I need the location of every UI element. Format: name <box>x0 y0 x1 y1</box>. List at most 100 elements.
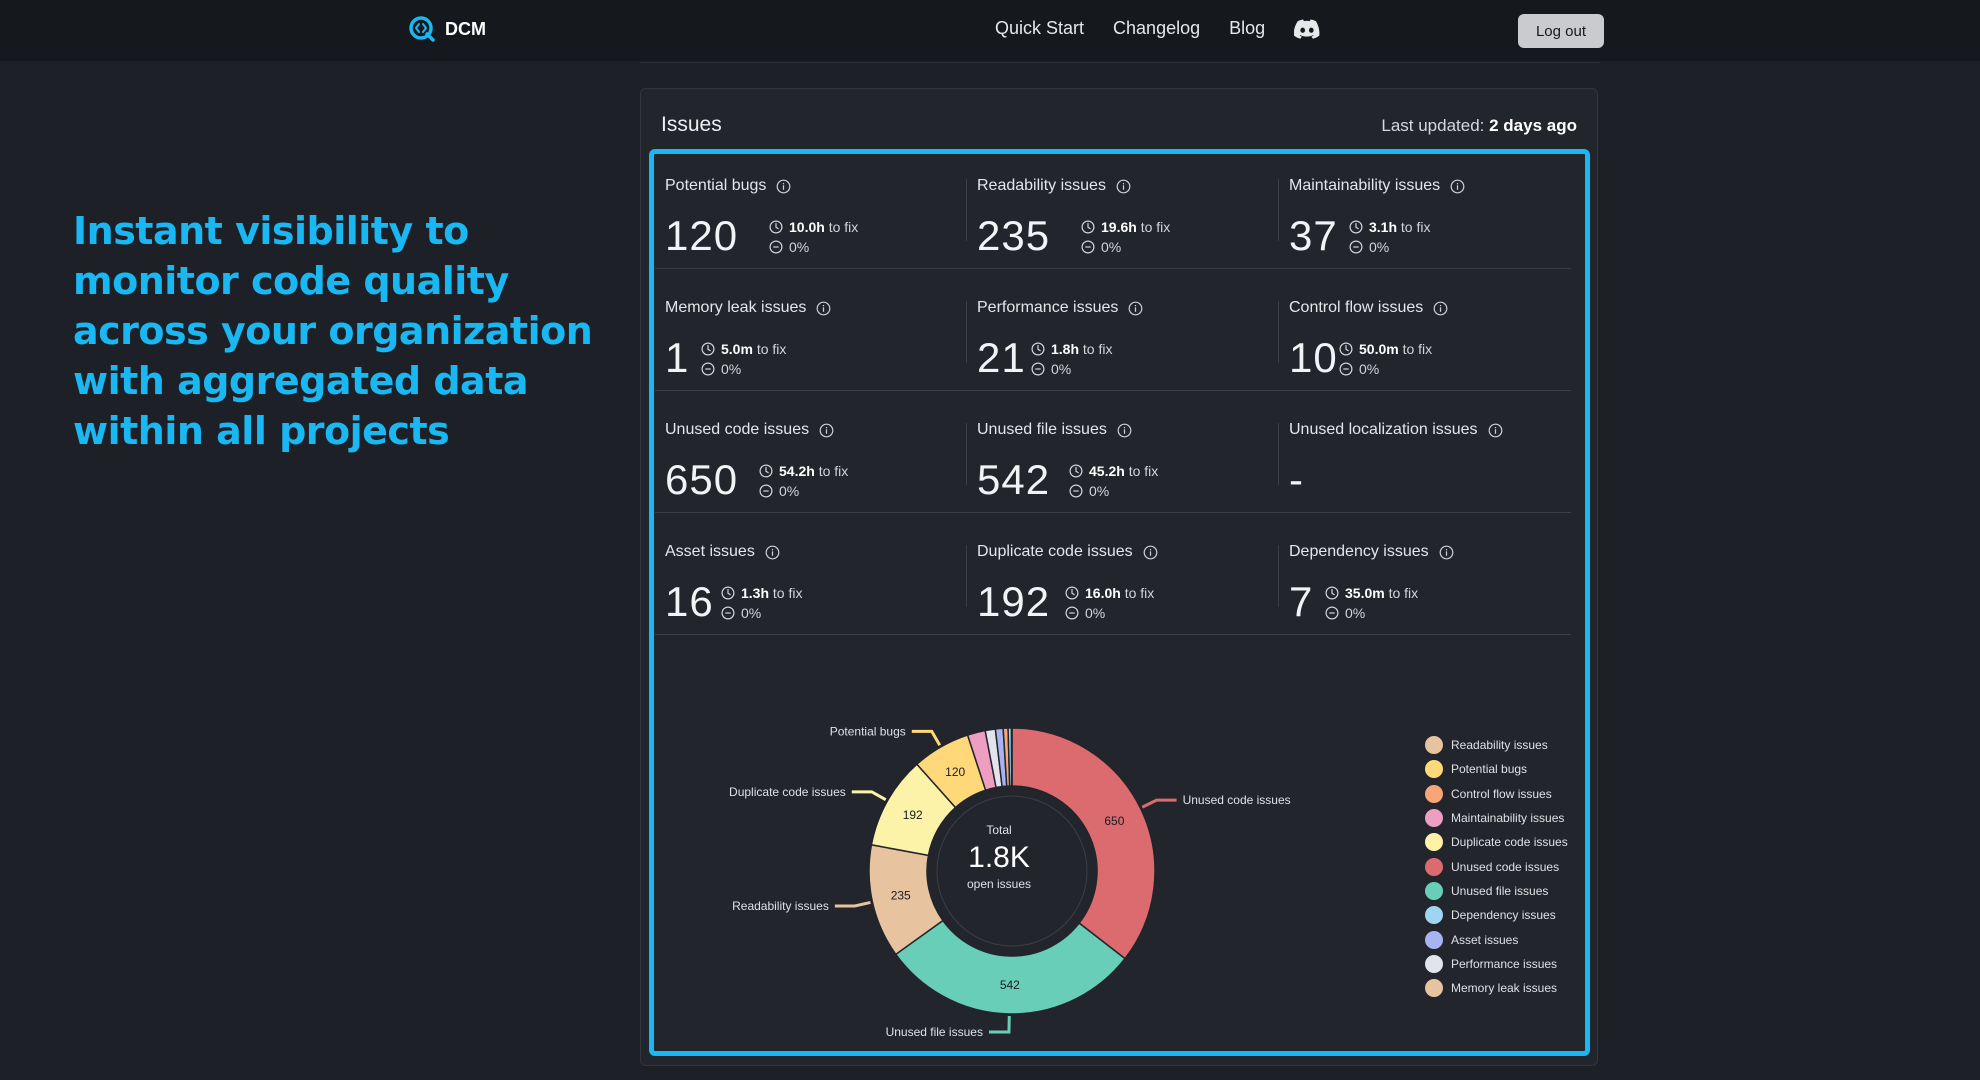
legend-item[interactable]: Unused code issues <box>1425 854 1568 878</box>
metric-card[interactable]: Dependency issues 7 35.0m to fix 0% <box>1279 513 1571 635</box>
info-icon[interactable] <box>1143 545 1158 560</box>
legend-item[interactable]: Control flow issues <box>1425 782 1568 806</box>
callout-label: Unused file issues <box>886 1025 983 1039</box>
metric-card[interactable]: Maintainability issues 37 3.1h to fix 0% <box>1279 147 1571 269</box>
minus-circle-icon <box>721 606 735 620</box>
change-row: 0% <box>1325 603 1418 623</box>
nav-link-blog[interactable]: Blog <box>1229 18 1266 38</box>
metric-meta: 5.0m to fix 0% <box>701 339 786 379</box>
info-icon[interactable] <box>1488 423 1503 438</box>
metric-label: Control flow issues <box>1289 299 1448 317</box>
info-icon[interactable] <box>1128 301 1143 316</box>
info-icon[interactable] <box>765 545 780 560</box>
logout-button[interactable]: Log out <box>1518 14 1604 48</box>
info-icon[interactable] <box>1450 179 1465 194</box>
legend-item[interactable]: Memory leak issues <box>1425 976 1568 1000</box>
legend-item[interactable]: Performance issues <box>1425 952 1568 976</box>
time-to-fix: 54.2h to fix <box>759 461 848 481</box>
metric-value: 120 <box>665 212 739 259</box>
nav-link-quick-start[interactable]: Quick Start <box>995 18 1085 38</box>
time-suffix: to fix <box>828 219 859 235</box>
minus-circle-icon <box>701 362 715 376</box>
change-row: 0% <box>1349 237 1430 257</box>
time-value: 1.3h <box>741 585 770 601</box>
metric-label-text: Asset issues <box>665 543 755 560</box>
legend-item[interactable]: Potential bugs <box>1425 757 1568 781</box>
chart-legend: Readability issues Potential bugs Control … <box>1425 733 1568 1000</box>
metric-card[interactable]: Performance issues 21 1.8h to fix 0% <box>967 269 1279 391</box>
metric-label: Duplicate code issues <box>977 543 1158 561</box>
metric-card[interactable]: Unused localization issues - <box>1279 391 1571 513</box>
metric-meta: 16.0h to fix 0% <box>1065 583 1154 623</box>
metric-label: Unused code issues <box>665 421 834 439</box>
info-icon[interactable] <box>819 423 834 438</box>
brand[interactable]: DCM <box>408 15 486 43</box>
change-row: 0% <box>759 481 848 501</box>
legend-item[interactable]: Duplicate code issues <box>1425 830 1568 854</box>
legend-swatch <box>1425 760 1443 779</box>
legend-label: Readability issues <box>1451 738 1548 753</box>
metric-card[interactable]: Duplicate code issues 192 16.0h to fix 0% <box>967 513 1279 635</box>
clock-icon <box>721 586 735 600</box>
metric-value: 10 <box>1289 334 1338 381</box>
hero-headline: Instant visibility to monitor code quali… <box>73 209 593 453</box>
metric-card[interactable]: Readability issues 235 19.6h to fix 0% <box>967 147 1279 269</box>
callout-label: Unused code issues <box>1183 793 1291 807</box>
metric-label: Maintainability issues <box>1289 177 1465 195</box>
last-updated: Last updated: 2 days ago <box>1381 116 1577 136</box>
legend-item[interactable]: Maintainability issues <box>1425 806 1568 830</box>
legend-swatch <box>1425 954 1443 973</box>
callout-line <box>1141 798 1177 809</box>
metric-card[interactable]: Potential bugs 120 10.0h to fix 0% <box>655 147 967 269</box>
slice-value-label: 120 <box>945 765 965 779</box>
metric-label-text: Control flow issues <box>1289 299 1424 316</box>
slice-unused-code-issues[interactable] <box>1011 727 1156 960</box>
time-value: 1.8h <box>1051 341 1080 357</box>
time-value: 5.0m <box>721 341 753 357</box>
info-icon[interactable] <box>1116 179 1131 194</box>
minus-circle-icon <box>1339 362 1353 376</box>
metric-value: 1 <box>665 334 690 381</box>
metric-card[interactable]: Unused code issues 650 54.2h to fix 0% <box>655 391 967 513</box>
brand-name: DCM <box>445 18 486 39</box>
info-icon[interactable] <box>776 179 791 194</box>
metric-value: 16 <box>665 578 714 625</box>
metric-card[interactable]: Memory leak issues 1 5.0m to fix 0% <box>655 269 967 391</box>
info-icon[interactable] <box>1433 301 1448 316</box>
metric-meta: 19.6h to fix 0% <box>1081 217 1170 257</box>
metric-label: Potential bugs <box>665 177 791 195</box>
nav-link-changelog[interactable]: Changelog <box>1113 18 1201 38</box>
legend-label: Performance issues <box>1451 956 1558 971</box>
legend-swatch <box>1425 881 1443 900</box>
metric-card[interactable]: Control flow issues 10 50.0m to fix 0% <box>1279 269 1571 391</box>
clock-icon <box>759 464 773 478</box>
clock-icon <box>1325 586 1339 600</box>
minus-circle-icon <box>1069 484 1083 498</box>
info-icon[interactable] <box>816 301 831 316</box>
change-value: 0% <box>1089 483 1110 499</box>
legend-item[interactable]: Readability issues <box>1425 733 1568 757</box>
legend-swatch <box>1425 809 1443 828</box>
info-icon[interactable] <box>1439 545 1454 560</box>
metric-card[interactable]: Unused file issues 542 45.2h to fix 0% <box>967 391 1279 513</box>
time-suffix: to fix <box>1128 463 1159 479</box>
clock-icon <box>1069 464 1083 478</box>
donut-inner-ring <box>936 795 1088 947</box>
legend-swatch <box>1425 906 1443 925</box>
slice-unused-file-issues[interactable] <box>894 919 1127 1015</box>
legend-item[interactable]: Dependency issues <box>1425 903 1568 927</box>
time-value: 35.0m <box>1345 585 1385 601</box>
time-value: 16.0h <box>1085 585 1121 601</box>
metric-label: Unused localization issues <box>1289 421 1503 439</box>
discord-icon[interactable] <box>1294 19 1320 39</box>
nav-links: Quick Start Changelog Blog <box>995 18 1320 39</box>
metric-card[interactable]: Asset issues 16 1.3h to fix 0% <box>655 513 967 635</box>
legend-item[interactable]: Asset issues <box>1425 927 1568 951</box>
info-icon[interactable] <box>1117 423 1132 438</box>
time-to-fix: 35.0m to fix <box>1325 583 1418 603</box>
change-row: 0% <box>1339 359 1432 379</box>
last-updated-label: Last updated: <box>1381 116 1485 135</box>
time-suffix: to fix <box>1400 219 1431 235</box>
legend-item[interactable]: Unused file issues <box>1425 879 1568 903</box>
card-title: Issues <box>661 113 722 136</box>
